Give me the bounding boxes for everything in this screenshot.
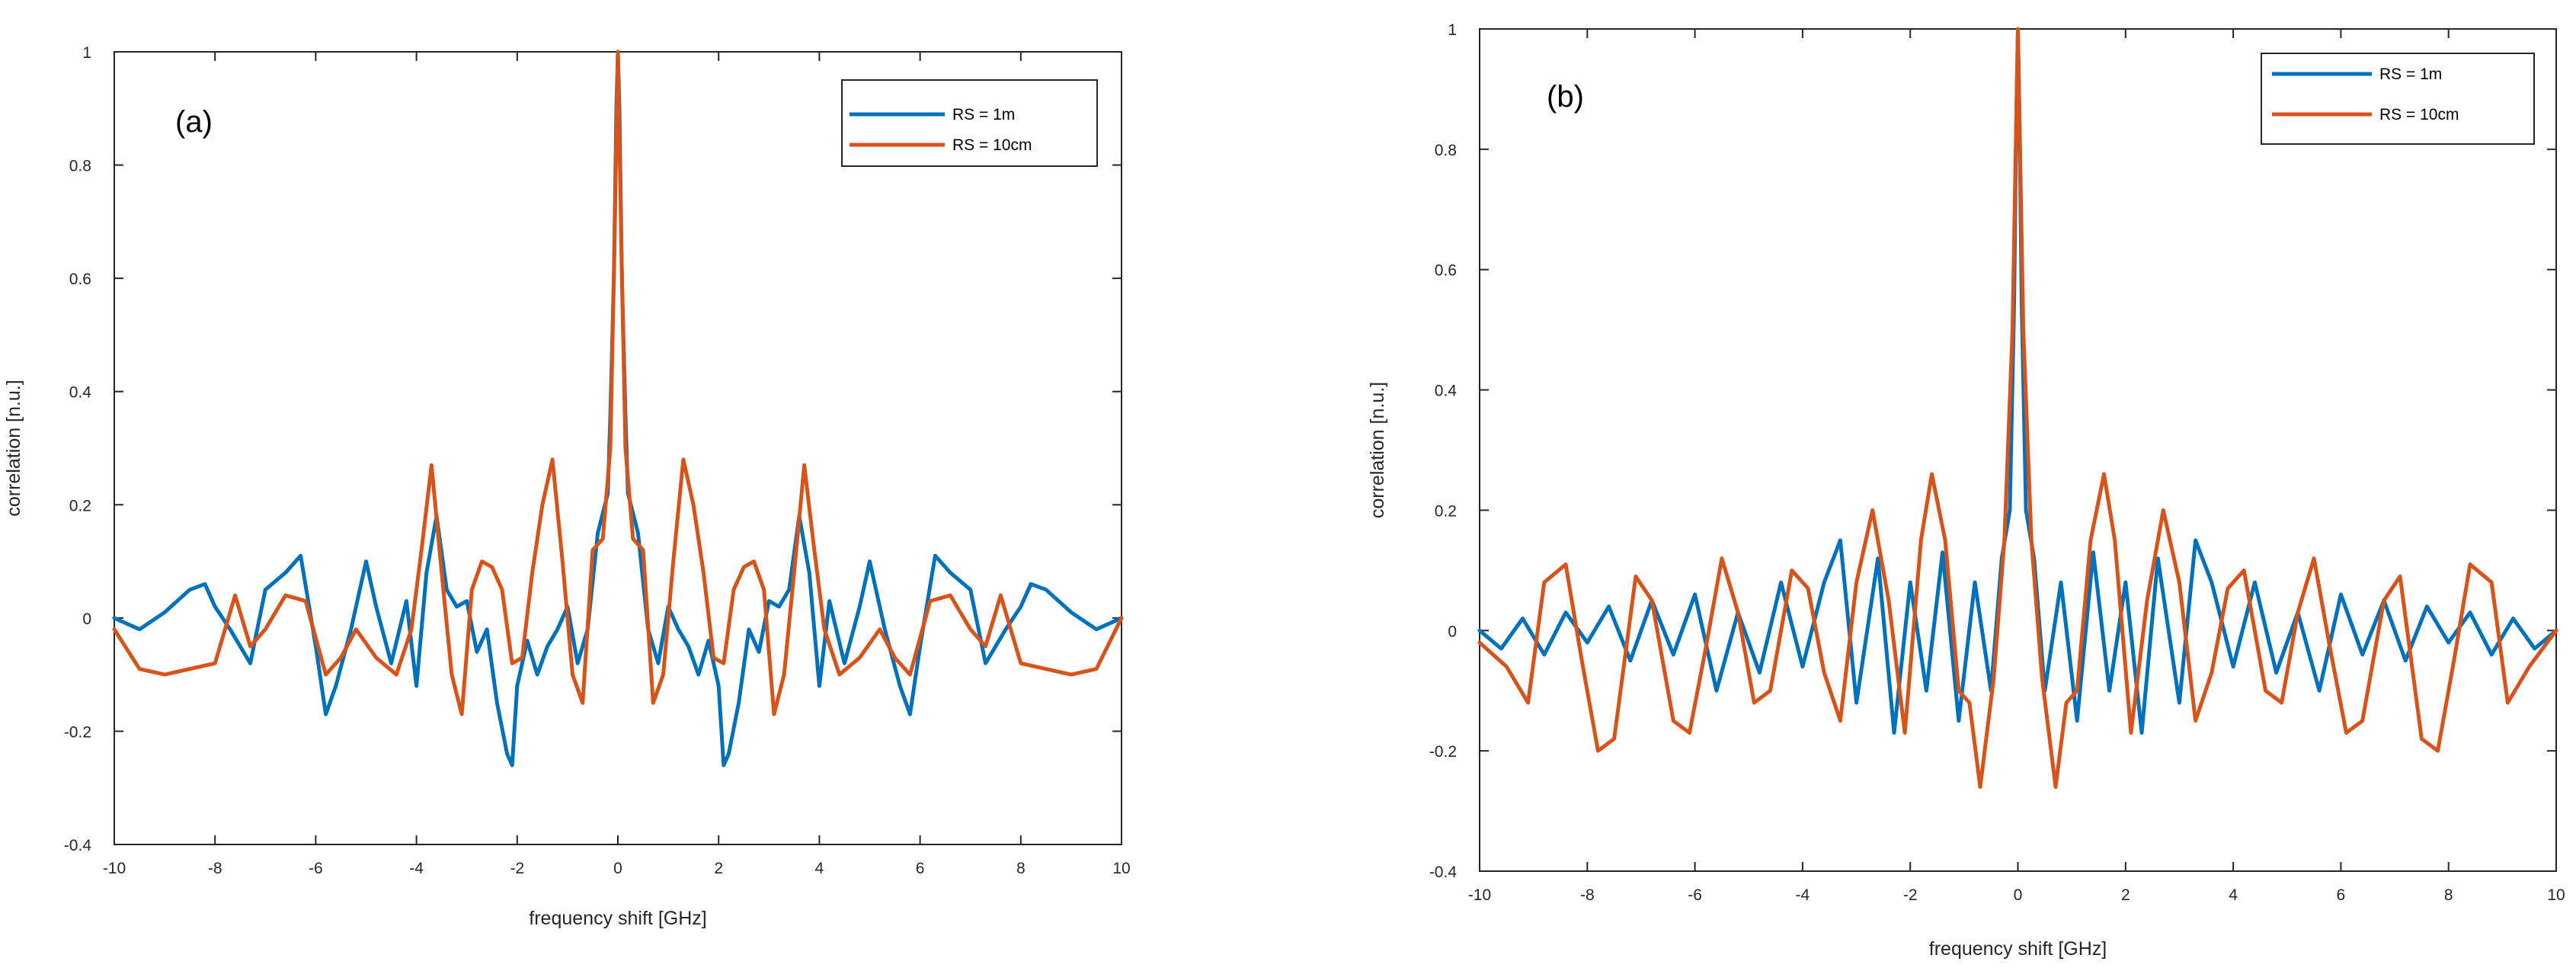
- y-tick-label: -0.2: [1429, 743, 1457, 761]
- x-tick-label: 6: [916, 860, 925, 877]
- x-tick-label: 4: [815, 860, 824, 877]
- y-tick-label: 0.6: [69, 271, 91, 288]
- y-tick-label: 0: [1448, 623, 1457, 640]
- x-tick-label: 2: [2121, 886, 2130, 904]
- x-tick-label: 0: [613, 860, 622, 877]
- panel-label: (a): [175, 105, 213, 139]
- x-tick-label: -4: [409, 860, 424, 877]
- x-tick-label: -2: [510, 860, 524, 877]
- y-tick-label: -0.2: [64, 723, 91, 741]
- y-tick-label: -0.4: [1429, 864, 1458, 881]
- x-tick-label: 0: [2014, 886, 2023, 904]
- series-line-rs-10cm: [1477, 27, 2558, 789]
- y-tick-label: 0.8: [1435, 142, 1457, 159]
- axes-box: [114, 51, 1122, 845]
- legend-entry: RS = 10cm: [2379, 106, 2459, 123]
- y-tick-label: 0.4: [69, 384, 92, 402]
- x-tick-label: 8: [2444, 886, 2453, 904]
- y-tick-label: 0.2: [69, 497, 91, 514]
- y-tick-label: 0: [82, 610, 91, 628]
- panel-label: (b): [1547, 80, 1584, 114]
- x-tick-label: -6: [309, 860, 323, 877]
- legend-box: [2261, 53, 2535, 145]
- panel-0: -10 -8 -6 -4 -2 0 2 4 6 8 10 -0.4 -0.2 0 0.2 0.4 0.6 0.8 1…: [3, 44, 1131, 929]
- y-axis-label: correlation [n.u.]: [3, 380, 24, 516]
- x-tick-label: -10: [1468, 886, 1491, 904]
- x-axis-label: frequency shift [GHz]: [1929, 938, 2107, 960]
- x-tick-label: -10: [103, 860, 126, 877]
- axes-box: [1479, 28, 2557, 872]
- x-tick-label: 8: [1016, 860, 1026, 877]
- legend-entry: RS = 1m: [2379, 66, 2442, 83]
- legend-entry: RS = 1m: [952, 106, 1015, 123]
- x-tick-label: 2: [714, 860, 723, 877]
- x-tick-label: -2: [1903, 886, 1918, 904]
- x-tick-label: -8: [1580, 886, 1595, 904]
- y-tick-label: -0.4: [64, 837, 92, 854]
- x-tick-label: 4: [2229, 886, 2238, 904]
- legend-entry: RS = 10cm: [952, 136, 1032, 154]
- legend-box: [841, 79, 1098, 167]
- panel-1: -10 -8 -6 -4 -2 0 2 4 6 8 10 -0.4 -0.2 0 0.2 0.4 0.6 0.8 1…: [1367, 21, 2565, 960]
- y-tick-label: 0.6: [1435, 262, 1457, 280]
- series-line-rs-10cm: [112, 50, 1124, 716]
- y-tick-label: 1: [82, 44, 91, 62]
- x-tick-label: -8: [208, 860, 222, 877]
- x-tick-label: -6: [1688, 886, 1702, 904]
- y-axis-label: correlation [n.u.]: [1367, 382, 1388, 518]
- y-tick-label: 0.2: [1435, 502, 1457, 520]
- y-tick-label: 0.8: [69, 158, 91, 175]
- x-tick-label: 10: [1112, 860, 1130, 877]
- x-axis-label: frequency shift [GHz]: [529, 908, 706, 929]
- x-tick-label: 10: [2547, 886, 2565, 904]
- y-tick-label: 1: [1448, 21, 1457, 39]
- x-tick-label: 6: [2337, 886, 2346, 904]
- y-tick-label: 0.4: [1435, 383, 1458, 400]
- x-tick-label: -4: [1796, 886, 1810, 904]
